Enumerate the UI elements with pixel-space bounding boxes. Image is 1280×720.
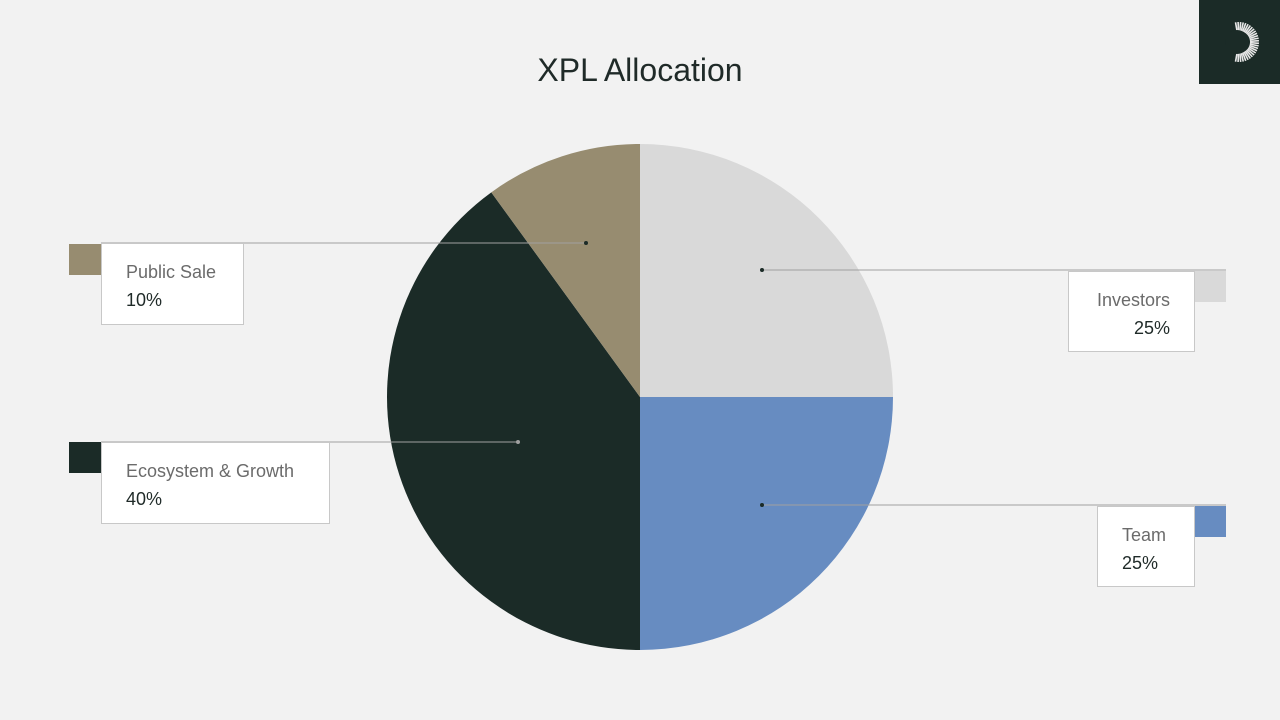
legend-swatch [69,442,101,473]
slice-label: Ecosystem & Growth [126,461,295,481]
slice-label: Investors [1096,290,1170,310]
leader-dot [760,503,764,507]
slice-value: 40% [126,489,163,509]
legend-swatch [1194,506,1226,537]
slice-label: Team [1122,525,1167,545]
pie-slice-ecosystem-growth [387,192,640,650]
chart-title: XPL Allocation [537,52,743,88]
slice-value: 25% [1133,318,1170,338]
slice-value: 25% [1122,553,1159,573]
pie-slice-team [640,397,893,650]
brand-logo [1199,0,1280,84]
sunburst-logo-icon [1225,21,1260,63]
callout-box: Ecosystem & Growth 40% [101,442,330,524]
pie-slice-public-sale [491,144,640,397]
legend-swatch [1194,271,1226,302]
callout-box: Team 25% [1097,506,1195,587]
slice-value: 10% [126,290,163,310]
leader-dot [584,241,588,245]
slice-label: Public Sale [126,262,217,282]
legend-swatch [69,244,101,275]
leader-dot [516,440,520,444]
callout-box: Investors 25% [1068,271,1195,352]
leader-dot [760,268,764,272]
callout-box: Public Sale 10% [101,243,244,325]
